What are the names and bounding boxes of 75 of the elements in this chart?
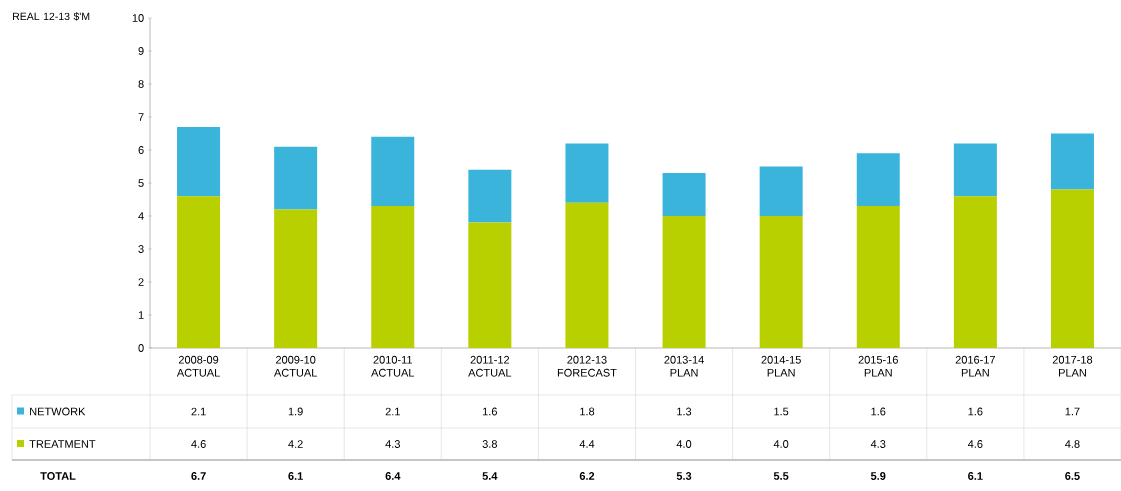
x-tick-label: 2011-12 ACTUAL	[468, 355, 512, 377]
x-tick-label: 2013-14 PLAN	[664, 355, 704, 377]
bar	[662, 216, 706, 348]
y-tick-label: 5	[138, 179, 144, 187]
x-tick-label: 2017-18 PLAN	[1052, 355, 1093, 377]
bar	[565, 143, 609, 203]
legend-label: TREATMENT	[29, 440, 96, 448]
data-label: 1.6	[968, 407, 983, 416]
x-tick-label: 2010-11 ACTUAL	[371, 355, 415, 377]
bar	[468, 169, 512, 223]
bar	[371, 136, 415, 207]
x-tick-label: 2014-15 PLAN	[761, 355, 801, 377]
data-label: 4.2	[288, 440, 303, 448]
data-label: 1.6	[483, 407, 497, 416]
text: 6.2	[579, 472, 595, 480]
data-label: 4.3	[870, 440, 886, 448]
data-label: 4.6	[191, 440, 206, 448]
text: 6.4	[385, 472, 401, 480]
x-tick-label: 2015-16 PLAN	[858, 355, 898, 377]
data-label: 2.1	[385, 407, 400, 416]
bar	[662, 173, 706, 216]
data-label: 3.8	[482, 440, 497, 448]
data-label: 1.3	[677, 407, 692, 416]
y-tick-label: 3	[138, 245, 144, 253]
text: 6.7	[191, 472, 206, 480]
text: 5.9	[870, 472, 886, 480]
y-tick-label: 2	[138, 278, 144, 286]
text: TOTAL	[40, 472, 76, 480]
data-label: 4.0	[773, 440, 789, 448]
y-tick-label: 7	[138, 113, 144, 121]
y-tick-label: 1	[138, 311, 144, 319]
bar	[371, 206, 415, 348]
bar	[759, 166, 803, 216]
x-tick-label: 2012-13 FORECAST	[557, 355, 617, 377]
data-label: 2.1	[191, 407, 206, 416]
bar	[274, 209, 318, 348]
text: 6.1	[288, 472, 303, 480]
bar	[177, 196, 221, 348]
y-tick-label: 8	[138, 80, 144, 88]
y-tick-label: 0	[138, 344, 144, 352]
text: 5.4	[482, 472, 498, 480]
data-label: 1.6	[871, 407, 886, 416]
y-axis-title: REAL 12-13 $'M	[13, 12, 90, 21]
y-tick-label: 9	[138, 47, 144, 55]
bar	[856, 206, 900, 348]
bar	[953, 196, 997, 348]
data-label: 4.6	[967, 440, 983, 448]
text: 5.5	[773, 472, 789, 480]
y-tick-label: 10	[132, 14, 144, 22]
bar	[274, 146, 318, 210]
data-label: 4.8	[1065, 440, 1080, 448]
data-label: 4.3	[385, 440, 400, 448]
data-label: 1.5	[774, 407, 789, 416]
bar	[565, 202, 609, 348]
text: 5.3	[676, 472, 692, 480]
data-label: 1.8	[580, 407, 595, 416]
data-label: 1.9	[288, 407, 303, 416]
bar	[759, 216, 803, 348]
x-tick-label: 2009-10 ACTUAL	[273, 355, 317, 377]
bar	[468, 222, 512, 348]
text: 6.1	[968, 472, 983, 480]
bar	[953, 143, 997, 197]
x-tick-label: 2008-09 ACTUAL	[176, 355, 220, 377]
data-label: 4.0	[676, 440, 692, 448]
legend-label: NETWORK	[30, 407, 86, 416]
text: 6.5	[1065, 472, 1080, 480]
bar	[177, 126, 221, 197]
x-tick-label: 2016-17 PLAN	[955, 355, 995, 377]
data-label: 1.7	[1065, 407, 1080, 416]
y-tick-label: 6	[138, 146, 144, 154]
data-label: 4.4	[579, 440, 595, 448]
bar	[856, 153, 900, 207]
bar	[1050, 133, 1094, 190]
y-tick-label: 4	[138, 212, 144, 220]
bar	[1050, 189, 1094, 348]
